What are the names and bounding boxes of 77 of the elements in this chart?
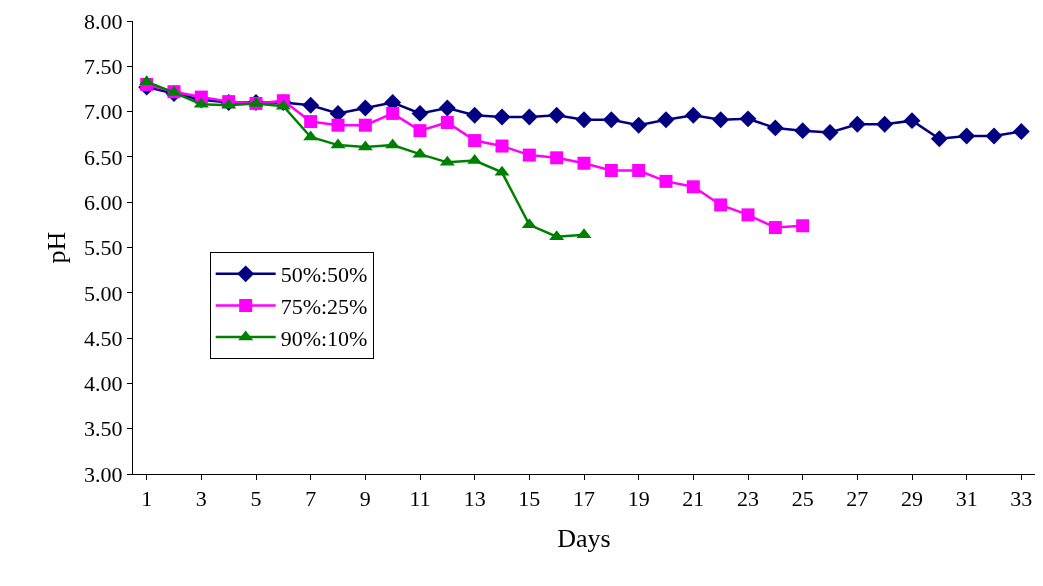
point — [1012, 123, 1030, 140]
point — [659, 174, 673, 188]
x-tick-label: 3 — [195, 486, 207, 512]
y-tick-label: 3.00 — [84, 461, 123, 487]
legend-label: 50%:50% — [280, 262, 368, 288]
point — [985, 127, 1003, 145]
y-tick-label: 5.00 — [84, 280, 123, 306]
point — [358, 118, 372, 132]
x-tick-label: 25 — [791, 486, 814, 512]
point — [958, 127, 976, 145]
point — [766, 119, 784, 137]
y-tick-label: 6.50 — [84, 144, 123, 170]
point — [304, 115, 318, 129]
point — [712, 111, 730, 129]
point — [794, 122, 812, 140]
point — [356, 99, 374, 117]
point — [632, 163, 646, 177]
point — [438, 99, 456, 117]
point — [768, 221, 782, 235]
x-tick-label: 31 — [955, 486, 978, 512]
point — [821, 123, 839, 141]
y-tick-label: 7.00 — [84, 99, 123, 125]
point — [302, 96, 320, 114]
point — [493, 108, 511, 126]
y-tick-label: 8.00 — [84, 8, 123, 34]
x-tick-label: 7 — [305, 486, 317, 512]
point — [848, 115, 866, 133]
point — [575, 111, 593, 129]
legend-label: 75%:25% — [280, 294, 368, 320]
y-tick-label: 3.50 — [84, 416, 123, 442]
point — [739, 110, 757, 128]
point — [522, 148, 536, 162]
point — [411, 104, 429, 122]
x-tick-label: 17 — [573, 486, 595, 512]
point — [741, 208, 755, 222]
point — [440, 115, 454, 129]
y-tick-label: 4.50 — [84, 325, 123, 351]
point — [548, 106, 566, 124]
point — [386, 106, 400, 120]
point — [796, 219, 810, 233]
x-tick-label: 5 — [250, 486, 262, 512]
y-tick-label: 7.50 — [84, 54, 123, 79]
x-tick-label: 27 — [846, 486, 869, 512]
y-tick-label: 5.50 — [84, 235, 123, 261]
legend-label: 90%:10% — [280, 325, 368, 351]
x-tick-label: 15 — [518, 486, 541, 512]
point — [657, 111, 675, 129]
point — [466, 106, 484, 124]
x-tick-label: 29 — [901, 486, 923, 512]
point — [331, 118, 345, 132]
point — [550, 151, 564, 165]
x-tick-label: 21 — [682, 486, 705, 512]
point — [930, 130, 948, 148]
point — [903, 112, 921, 130]
x-tick-label: 13 — [463, 486, 486, 512]
point — [630, 116, 648, 134]
point — [602, 111, 620, 129]
point — [468, 134, 482, 148]
x-tick-label: 23 — [737, 486, 759, 512]
x-axis-title: Days — [557, 524, 611, 554]
point — [714, 198, 728, 212]
point — [577, 156, 591, 170]
x-tick-label: 19 — [627, 486, 650, 512]
point — [876, 115, 894, 133]
point — [684, 106, 702, 124]
point — [495, 139, 509, 153]
y-axis-title: pH — [42, 231, 72, 264]
x-tick-label: 33 — [1010, 486, 1033, 512]
x-tick-label: 1 — [141, 486, 153, 512]
point — [520, 108, 538, 126]
y-tick-label: 6.00 — [84, 189, 123, 215]
point — [686, 180, 700, 194]
point — [604, 163, 618, 177]
x-tick-label: 11 — [409, 486, 431, 512]
x-tick-label: 9 — [359, 486, 371, 512]
y-tick-label: 4.00 — [84, 371, 123, 397]
point — [413, 124, 427, 138]
